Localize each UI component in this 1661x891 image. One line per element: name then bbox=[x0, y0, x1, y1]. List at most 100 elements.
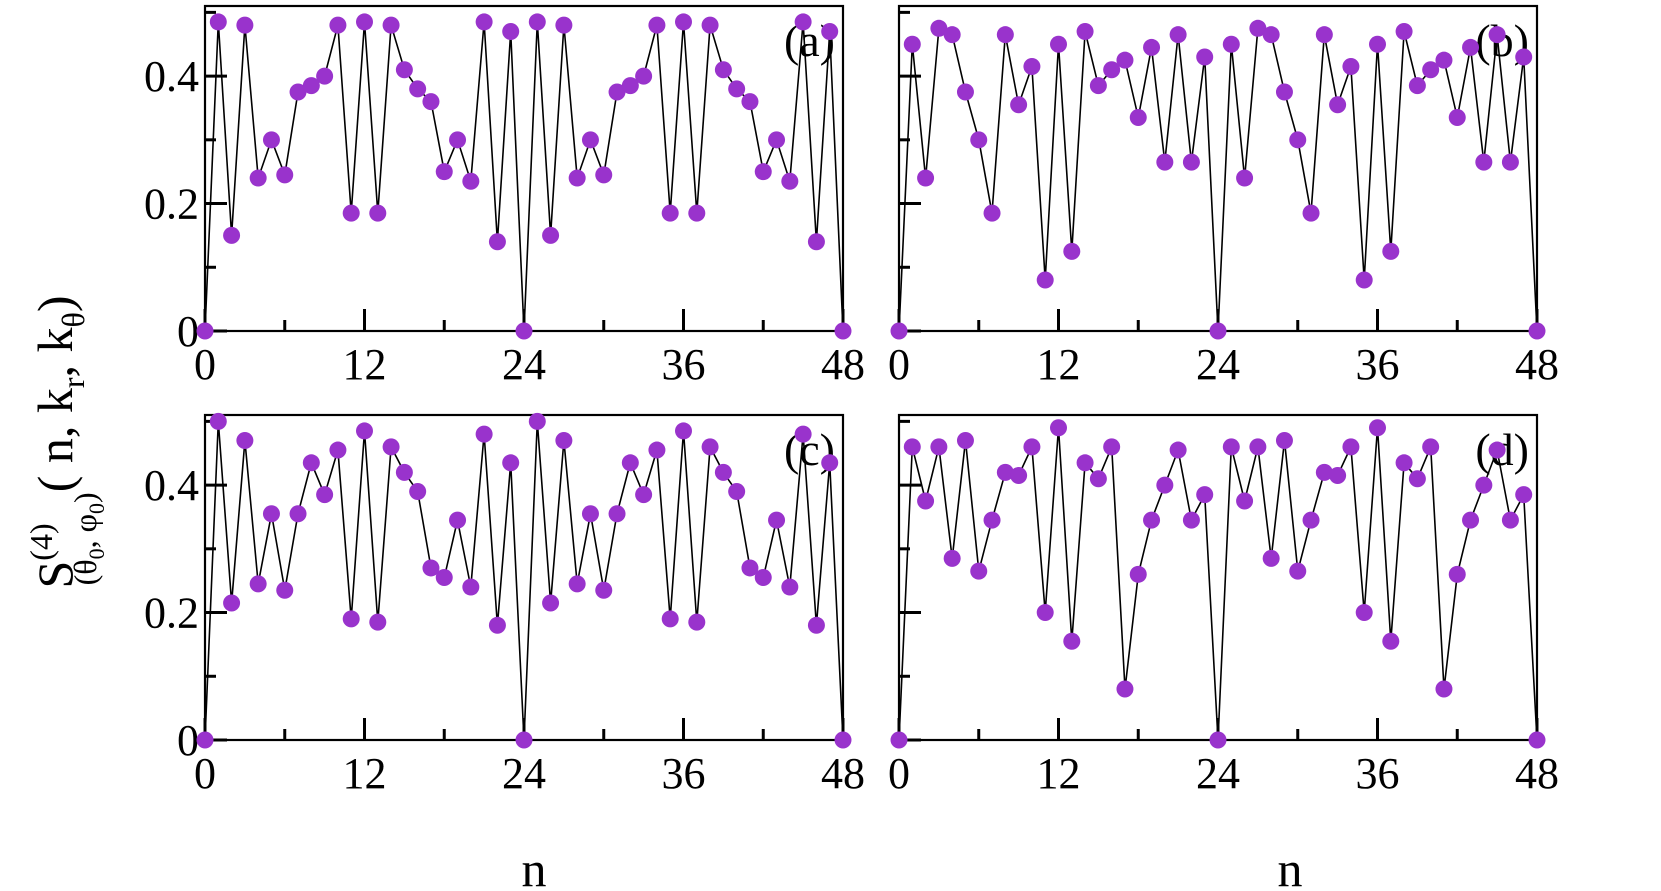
data-point bbox=[1448, 565, 1466, 583]
data-point bbox=[356, 13, 373, 31]
data-point bbox=[369, 613, 387, 631]
data-point bbox=[595, 166, 613, 184]
data-point bbox=[1355, 271, 1373, 289]
data-point bbox=[608, 83, 626, 101]
y-label-sub-zero-a: 0 bbox=[84, 548, 109, 559]
data-point bbox=[502, 22, 520, 40]
x-tick-label: 24 bbox=[1196, 340, 1240, 389]
y-label-args-mid: , k bbox=[27, 327, 83, 377]
x-tick-label: 36 bbox=[662, 749, 706, 798]
data-point bbox=[1196, 486, 1214, 504]
data-point bbox=[1063, 632, 1081, 650]
data-point bbox=[1249, 19, 1267, 37]
y-tick-label: 0.4 bbox=[144, 52, 199, 101]
data-point bbox=[462, 578, 480, 596]
data-point bbox=[754, 569, 772, 586]
x-tick-label: 0 bbox=[194, 340, 216, 389]
series-line bbox=[204, 421, 844, 741]
data-point bbox=[581, 131, 599, 149]
data-point bbox=[1103, 438, 1121, 456]
data-point bbox=[821, 22, 839, 40]
data-point bbox=[1501, 511, 1519, 529]
data-point bbox=[449, 131, 467, 149]
data-point bbox=[1010, 467, 1028, 485]
data-point bbox=[542, 594, 560, 612]
data-point bbox=[1129, 109, 1147, 127]
data-point bbox=[555, 16, 573, 34]
data-point bbox=[1036, 271, 1054, 289]
data-point bbox=[382, 438, 400, 456]
data-point bbox=[356, 422, 373, 440]
data-point bbox=[342, 204, 360, 222]
data-point bbox=[890, 731, 908, 749]
y-label-main: S bbox=[27, 561, 83, 589]
data-point bbox=[714, 463, 732, 481]
y-label-args-open: ( n, k bbox=[27, 388, 83, 492]
y-label-args-close: ) bbox=[27, 295, 83, 312]
data-point bbox=[1329, 96, 1347, 114]
data-point bbox=[1076, 454, 1094, 472]
data-point bbox=[648, 16, 666, 34]
data-point bbox=[395, 61, 413, 79]
data-point bbox=[781, 578, 799, 596]
data-point bbox=[1501, 153, 1519, 171]
plot-frame bbox=[203, 4, 845, 333]
data-point bbox=[1395, 454, 1413, 472]
data-point bbox=[449, 511, 467, 529]
data-point bbox=[289, 505, 307, 523]
x-tick-label: 24 bbox=[502, 340, 546, 389]
data-point bbox=[1289, 131, 1307, 149]
data-point bbox=[930, 438, 948, 456]
data-point bbox=[635, 486, 653, 504]
x-tick-label: 24 bbox=[1196, 749, 1240, 798]
data-point bbox=[635, 67, 653, 85]
data-point bbox=[1050, 35, 1067, 53]
data-point bbox=[1182, 153, 1200, 171]
data-point bbox=[1315, 463, 1333, 481]
data-point bbox=[1209, 731, 1227, 749]
data-point bbox=[302, 77, 320, 95]
data-point bbox=[1315, 26, 1333, 44]
data-point bbox=[289, 83, 307, 101]
data-point bbox=[781, 172, 799, 190]
data-point bbox=[943, 549, 961, 567]
data-point bbox=[342, 610, 360, 628]
data-point bbox=[1089, 470, 1107, 488]
data-point bbox=[1289, 562, 1307, 580]
data-point bbox=[917, 492, 935, 510]
data-point bbox=[1063, 242, 1081, 260]
data-point bbox=[236, 16, 254, 34]
data-point bbox=[1342, 438, 1360, 456]
data-point bbox=[1462, 511, 1480, 529]
data-point bbox=[675, 13, 692, 31]
data-point bbox=[741, 93, 759, 111]
data-point bbox=[1382, 632, 1400, 650]
data-point bbox=[1488, 441, 1506, 459]
data-point bbox=[903, 438, 921, 456]
data-point bbox=[1355, 604, 1373, 622]
plot-frame bbox=[203, 413, 845, 742]
data-point bbox=[409, 482, 427, 500]
data-point bbox=[435, 163, 453, 181]
x-tick-label: 0 bbox=[888, 340, 910, 389]
data-point bbox=[1116, 680, 1134, 698]
data-point bbox=[1010, 96, 1028, 114]
data-point bbox=[1422, 61, 1440, 79]
data-point bbox=[1329, 467, 1347, 485]
data-point bbox=[316, 67, 334, 85]
y-axis-label: S(4)(θ0, φ0)( n, kr, kθ) bbox=[23, 295, 109, 588]
data-point bbox=[930, 19, 948, 37]
data-point bbox=[1515, 48, 1533, 66]
data-point bbox=[329, 16, 347, 34]
data-point bbox=[834, 731, 852, 749]
data-point bbox=[794, 425, 812, 443]
data-point bbox=[807, 616, 825, 634]
data-point bbox=[249, 575, 267, 593]
data-point bbox=[1528, 731, 1546, 749]
data-point bbox=[568, 169, 586, 187]
data-point bbox=[1435, 680, 1453, 698]
data-point bbox=[196, 322, 214, 340]
data-point bbox=[1236, 169, 1254, 187]
data-point bbox=[223, 226, 241, 244]
data-point bbox=[488, 616, 506, 634]
